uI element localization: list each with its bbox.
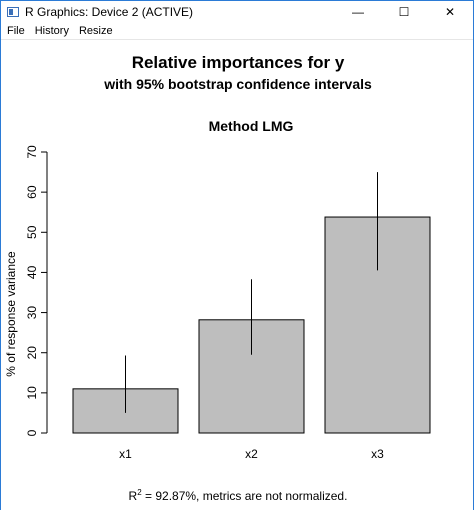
- minimize-icon: —: [352, 5, 364, 19]
- menu-bar: File History Resize: [1, 23, 473, 39]
- sub-title: with 95% bootstrap confidence intervals: [103, 76, 372, 92]
- window-title: R Graphics: Device 2 (ACTIVE): [25, 5, 194, 19]
- menu-history[interactable]: History: [34, 25, 69, 37]
- footnote-text: = 92.87%, metrics are not normalized.: [142, 489, 348, 503]
- panel-title: Method LMG: [209, 118, 294, 134]
- menu-resize[interactable]: Resize: [78, 25, 113, 37]
- y-tick-label: 50: [25, 225, 39, 239]
- bar-chart: Relative importances for y with 95% boot…: [4, 53, 431, 503]
- y-tick-label: 70: [25, 145, 39, 159]
- plot-area: Relative importances for y with 95% boot…: [1, 39, 473, 510]
- x-tick-label-x2: x2: [245, 447, 258, 461]
- y-tick-label: 30: [25, 306, 39, 320]
- footnote-superscript: 2: [137, 488, 142, 497]
- footnote: R2 = 92.87%, metrics are not normalized.: [129, 488, 348, 503]
- maximize-button[interactable]: ☐: [381, 1, 427, 23]
- minimize-button[interactable]: —: [335, 1, 381, 23]
- y-axis-label: % of response variance: [4, 251, 18, 377]
- menu-file[interactable]: File: [7, 25, 25, 37]
- y-tick-label: 10: [25, 386, 39, 400]
- x-tick-label-x1: x1: [119, 447, 132, 461]
- y-tick-label: 60: [25, 185, 39, 199]
- app-window-icon: [7, 7, 19, 17]
- x-tick-label-x3: x3: [371, 447, 384, 461]
- close-icon: ✕: [444, 5, 456, 19]
- window-controls: — ☐ ✕: [335, 1, 473, 23]
- footnote-r: R: [129, 489, 138, 503]
- close-button[interactable]: ✕: [427, 1, 473, 23]
- y-tick-label: 40: [25, 265, 39, 279]
- main-title: Relative importances for y: [132, 53, 345, 72]
- y-tick-label: 20: [25, 346, 39, 360]
- y-tick-label: 0: [25, 429, 39, 436]
- maximize-icon: ☐: [398, 5, 410, 19]
- title-bar[interactable]: R Graphics: Device 2 (ACTIVE) — ☐ ✕: [1, 1, 473, 23]
- chart-marks: 0 10 20 30 40 50 60 70 x1 x2 x3: [25, 145, 431, 461]
